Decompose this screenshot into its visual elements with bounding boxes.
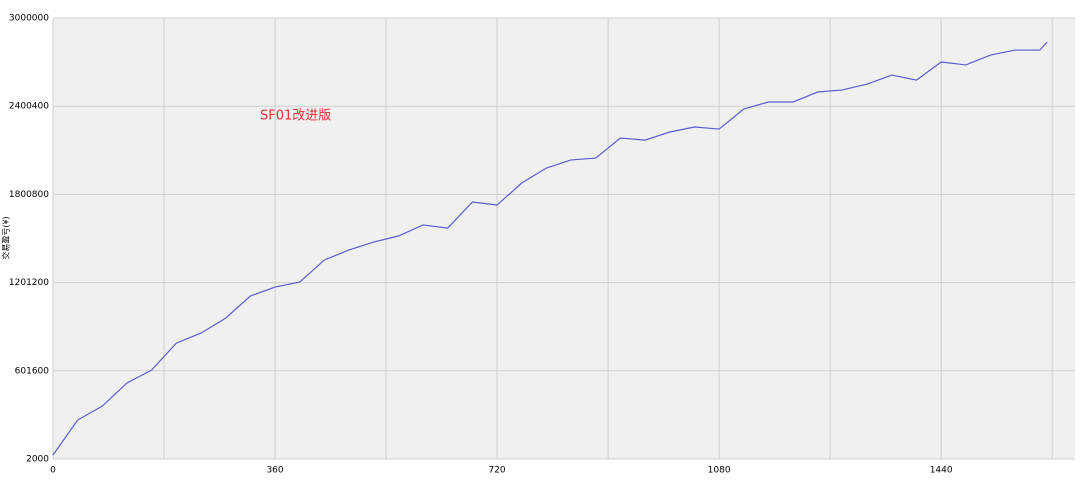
y-tick-label: 2400400 — [9, 102, 49, 112]
x-tick-label: 720 — [488, 466, 505, 476]
y-tick-label: 3000000 — [9, 14, 49, 24]
plot-area — [53, 18, 1075, 459]
y-tick-label: 1800800 — [9, 190, 49, 200]
y-axis-label: 交易盈亏(¥) — [1, 216, 11, 259]
x-tick-label: 1440 — [930, 466, 953, 476]
x-tick-label: 1080 — [708, 466, 731, 476]
line-series — [52, 41, 1048, 456]
y-tick-label: 2000 — [26, 455, 49, 465]
x-tick-label: 0 — [50, 466, 56, 476]
x-tick-label: 360 — [266, 466, 283, 476]
y-tick-label: 601600 — [15, 366, 50, 376]
y-tick-label: 1201200 — [9, 278, 49, 288]
annotation: SF01改进版 — [260, 109, 331, 124]
